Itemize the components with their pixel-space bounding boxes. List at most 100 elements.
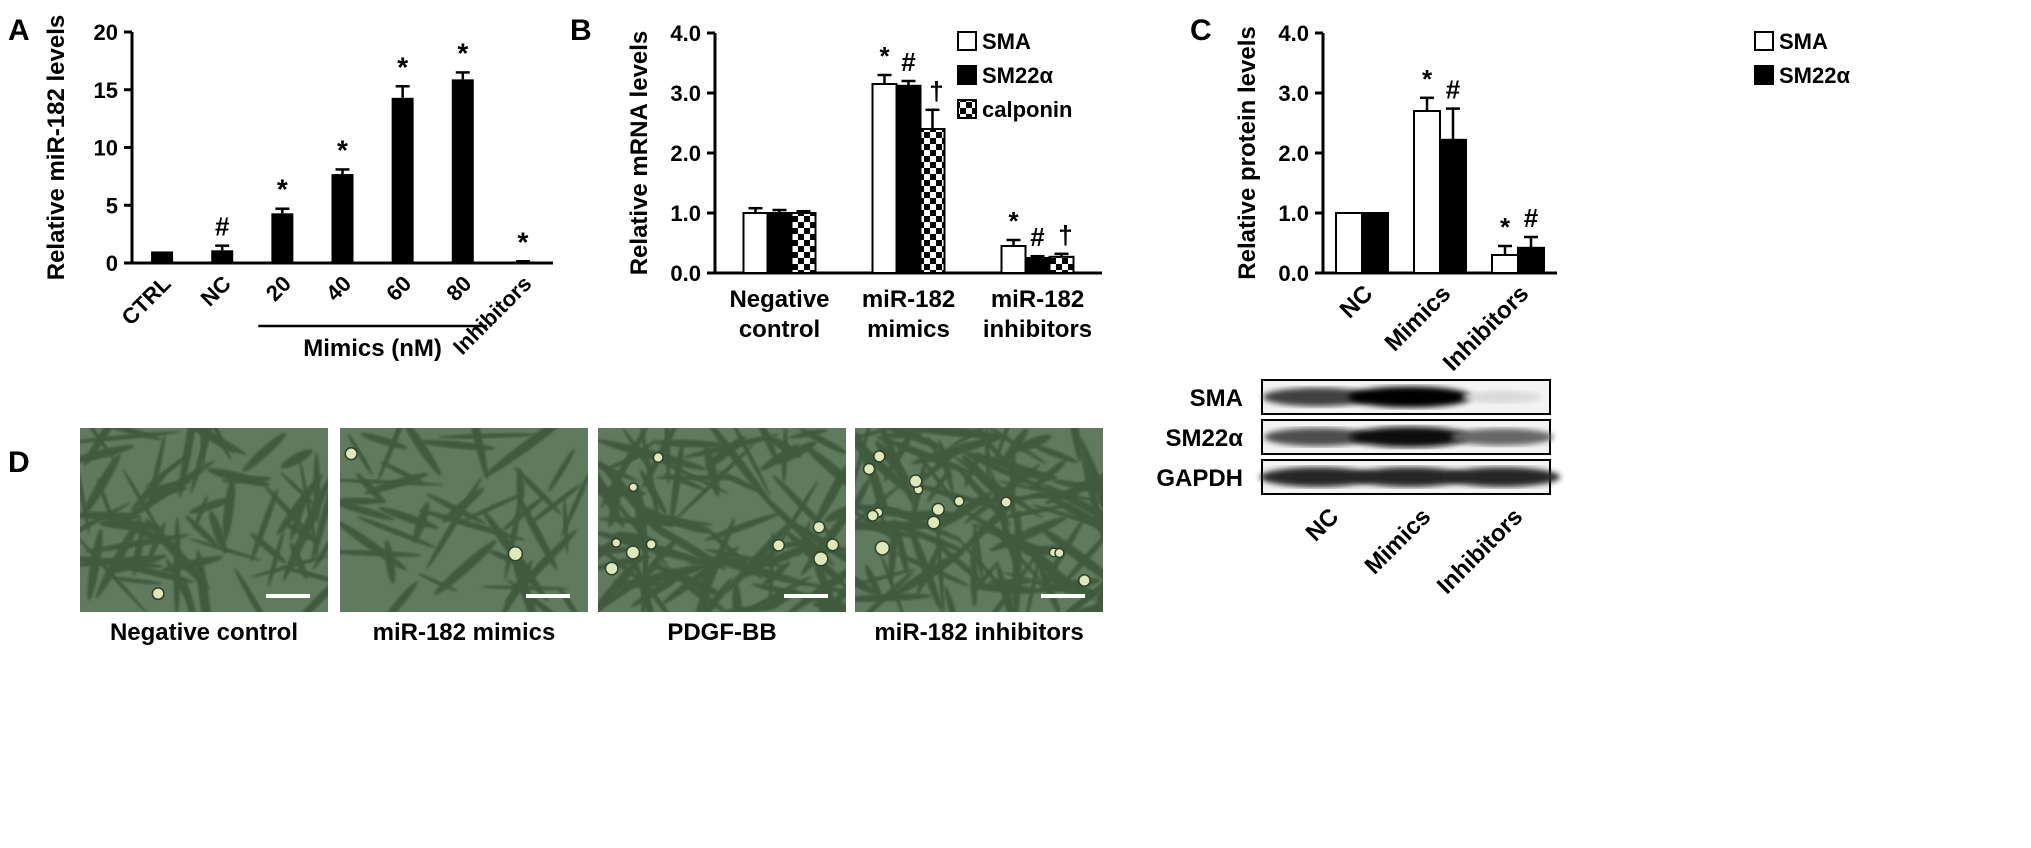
micrograph-cell: [732, 582, 742, 612]
chart-b-legend-swatch: [957, 65, 977, 85]
micrograph-cell: [84, 534, 190, 553]
micrograph-cell: [644, 520, 727, 571]
micrograph-cell: [1089, 563, 1103, 612]
chart-a-significance-mark: *: [277, 174, 288, 205]
chart-c-legend-label: SMA: [1779, 29, 1828, 54]
micrograph-caption: Negative control: [110, 619, 298, 646]
micrograph-cell: [242, 432, 286, 472]
micrograph-cell: [561, 467, 588, 538]
blot-band: [1263, 428, 1373, 446]
micrograph-cell: [641, 503, 650, 612]
blot-band: [1348, 386, 1472, 408]
micrograph-cell: [964, 453, 980, 488]
chart-b-category-label: Negative: [729, 286, 829, 313]
micrograph-cell: [669, 438, 684, 524]
chart-b-significance-mark: †: [1058, 220, 1072, 250]
micrograph-bright-cell: [604, 561, 619, 576]
micrograph-cell: [972, 551, 1040, 612]
chart-a-category-label: 80: [441, 271, 476, 306]
chart-b-significance-mark: *: [1008, 206, 1019, 236]
micrograph-cell: [190, 428, 221, 494]
micrograph-cell: [178, 428, 200, 498]
chart-b-significance-mark: #: [1030, 222, 1045, 252]
chart-c-y-tick-label: 0.0: [1278, 261, 1309, 286]
micrograph-cell: [989, 516, 1068, 552]
micrograph-cell: [381, 581, 418, 612]
chart-c-y-tick-label: 4.0: [1278, 21, 1309, 46]
blot-band: [1462, 390, 1542, 404]
micrograph-cell: [438, 433, 538, 439]
micrograph-row: Negative control miR-182 mimics PDGF-BB miR…: [80, 428, 1103, 646]
micrograph-cell: [758, 490, 835, 567]
micrograph-cell: [548, 448, 575, 492]
panel-letter-b: B: [570, 14, 592, 47]
micrograph-cell: [200, 428, 205, 467]
micrograph-cell: [207, 468, 270, 487]
micrograph-cell: [653, 439, 724, 448]
chart-b-legend-label: SM22α: [982, 63, 1053, 88]
micrograph-cell: [908, 523, 943, 612]
blot-row-label: GAPDH: [1156, 465, 1243, 492]
blot-lane-label: Mimics: [1360, 503, 1437, 580]
micrograph-cell: [710, 603, 780, 612]
chart-c-category-label: Inhibitors: [1438, 280, 1534, 376]
micrograph-cell: [80, 555, 155, 567]
micrograph-cell: [380, 461, 425, 484]
micrograph-cell: [1040, 527, 1103, 587]
micrograph-cell: [944, 586, 961, 612]
micrograph-cell: [147, 434, 166, 511]
micrograph-cell: [693, 517, 735, 612]
micrograph-cell: [804, 445, 846, 503]
micrograph-cell: [1069, 428, 1082, 462]
chart-b-bar: [742, 212, 769, 274]
chart-c-category-label: NC: [1335, 280, 1379, 324]
micrograph-cell: [501, 560, 533, 612]
chart-a-y-tick-label: 5: [106, 193, 118, 218]
micrograph-cell: [340, 497, 386, 505]
micrograph-cell: [283, 561, 328, 612]
micrograph-cell: [705, 549, 787, 568]
micrograph-cell: [973, 523, 984, 580]
chart-b-significance-mark: #: [901, 47, 916, 77]
chart-b-y-tick-label: 4.0: [670, 21, 701, 46]
micrograph-cell: [706, 428, 770, 503]
blot-band: [1443, 467, 1561, 487]
micrograph-cell: [789, 429, 828, 439]
micrograph-cell: [962, 452, 1055, 494]
chart-b-significance-mark: †: [929, 76, 943, 106]
chart-b-category-label: control: [739, 316, 820, 343]
chart-a-y-tick-label: 15: [94, 78, 118, 103]
chart-a-bar: [391, 97, 414, 264]
micrograph-bright-cell: [813, 551, 829, 567]
micrograph-cell: [824, 503, 846, 523]
micrograph-cell: [83, 428, 122, 466]
micrograph-cell: [1045, 568, 1103, 612]
micrograph-cell: [963, 463, 1041, 524]
micrograph-cell: [517, 496, 558, 571]
micrograph-cell: [173, 516, 181, 612]
blot-band: [1349, 426, 1471, 448]
micrograph-cell: [957, 467, 1011, 526]
micrograph-cell: [340, 478, 444, 486]
micrograph-cell: [717, 471, 762, 493]
chart-c-significance-mark: #: [1524, 203, 1539, 233]
micrograph-caption: miR-182 inhibitors: [874, 619, 1083, 646]
micrograph-cell: [1088, 476, 1103, 526]
chart-a-y-axis-label: Relative miR-182 levels: [43, 15, 70, 281]
chart-a-category-label: CTRL: [116, 271, 175, 330]
micrograph-cell: [528, 483, 582, 525]
micrograph-cell: [83, 453, 121, 515]
micrograph-cell: [563, 497, 569, 554]
micrograph-cell: [112, 577, 162, 585]
micrograph-bright-cell: [1054, 547, 1065, 559]
chart-c-y-tick-label: 1.0: [1278, 201, 1309, 226]
micrograph-cell: [426, 493, 486, 525]
micrograph-cell: [1032, 444, 1078, 463]
micrograph-bright-cell: [1000, 496, 1012, 508]
chart-a-group-label: Mimics (nM): [303, 335, 442, 362]
chart-b-bar: [895, 84, 922, 274]
micrograph-cell: [742, 576, 812, 612]
chart-a-significance-mark: *: [457, 37, 468, 68]
chart-b-legend-swatch: [957, 99, 977, 119]
